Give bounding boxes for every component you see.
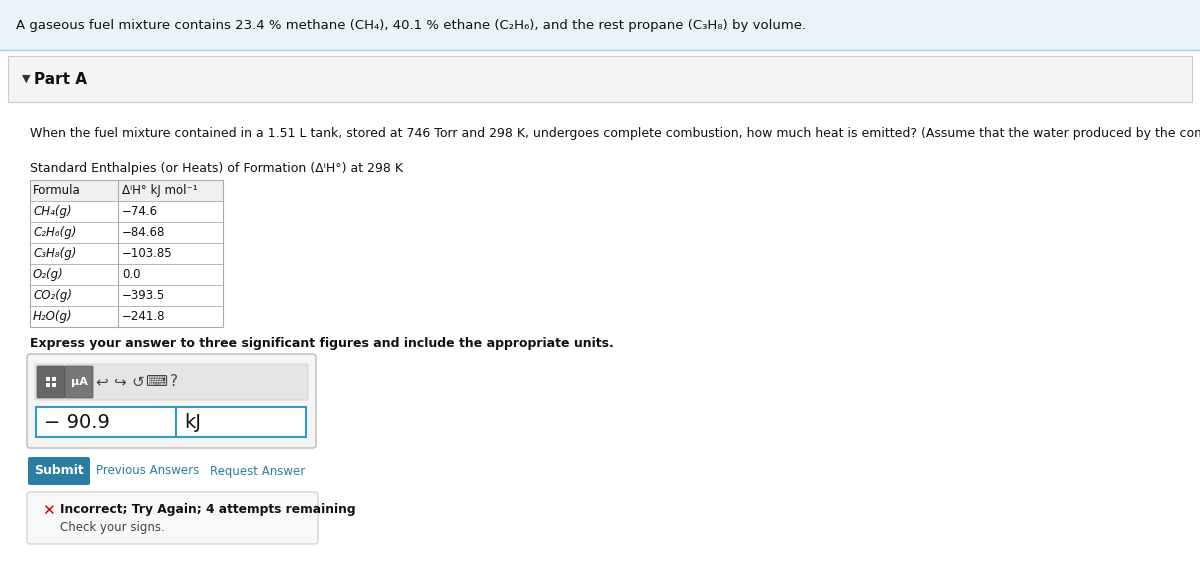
FancyBboxPatch shape <box>28 457 90 485</box>
Text: A gaseous fuel mixture contains 23.4 % methane (CH₄), 40.1 % ethane (C₂H₆), and : A gaseous fuel mixture contains 23.4 % m… <box>16 18 806 31</box>
Bar <box>46 377 50 381</box>
Text: ⌨: ⌨ <box>145 375 167 390</box>
Text: CO₂(g): CO₂(g) <box>34 289 72 302</box>
Text: Check your signs.: Check your signs. <box>60 521 164 533</box>
Text: Incorrect; Try Again; 4 attempts remaining: Incorrect; Try Again; 4 attempts remaini… <box>60 502 355 516</box>
Text: When the fuel mixture contained in a 1.51 L tank, stored at 746 Torr and 298 K, : When the fuel mixture contained in a 1.5… <box>30 127 1200 140</box>
Text: C₃H₈(g): C₃H₈(g) <box>34 247 77 260</box>
Bar <box>30 243 223 264</box>
Text: CH₄(g): CH₄(g) <box>34 205 72 218</box>
Bar <box>0 0 1200 50</box>
Text: Express your answer to three significant figures and include the appropriate uni: Express your answer to three significant… <box>30 336 613 350</box>
Text: H₂O(g): H₂O(g) <box>34 310 73 323</box>
FancyBboxPatch shape <box>28 492 318 544</box>
Text: −393.5: −393.5 <box>122 289 166 302</box>
Bar <box>176 407 306 437</box>
Text: kJ: kJ <box>184 413 202 432</box>
Text: Submit: Submit <box>34 465 84 477</box>
Text: −241.8: −241.8 <box>122 310 166 323</box>
Text: −84.68: −84.68 <box>122 226 166 239</box>
FancyBboxPatch shape <box>35 364 308 400</box>
Bar <box>30 201 223 222</box>
Text: ΔⁱH° kJ mol⁻¹: ΔⁱH° kJ mol⁻¹ <box>122 184 198 197</box>
Text: ↺: ↺ <box>132 375 144 390</box>
Text: ↪: ↪ <box>114 375 126 390</box>
Text: 0.0: 0.0 <box>122 268 140 281</box>
Bar <box>30 264 223 285</box>
Bar <box>8 56 1192 102</box>
Text: ↩: ↩ <box>96 375 108 390</box>
Bar <box>52 383 56 387</box>
Bar <box>30 222 223 243</box>
FancyBboxPatch shape <box>28 354 316 448</box>
Bar <box>30 306 223 327</box>
FancyBboxPatch shape <box>65 366 94 398</box>
Text: O₂(g): O₂(g) <box>34 268 64 281</box>
Text: −74.6: −74.6 <box>122 205 158 218</box>
Text: Formula: Formula <box>34 184 80 197</box>
Text: ✕: ✕ <box>42 503 54 518</box>
Text: ▼: ▼ <box>22 74 30 84</box>
Text: μA: μA <box>71 377 88 387</box>
Text: −103.85: −103.85 <box>122 247 173 260</box>
FancyBboxPatch shape <box>37 366 65 398</box>
Text: − 90.9: − 90.9 <box>44 413 110 432</box>
Text: Part A: Part A <box>34 72 88 87</box>
Bar <box>36 407 176 437</box>
Text: Previous Answers: Previous Answers <box>96 465 199 477</box>
Bar <box>30 180 223 327</box>
Bar <box>30 285 223 306</box>
Bar <box>46 383 50 387</box>
Text: ?: ? <box>170 375 178 390</box>
Bar <box>52 377 56 381</box>
Bar <box>30 180 223 201</box>
Text: Standard Enthalpies (or Heats) of Formation (ΔⁱH°) at 298 K: Standard Enthalpies (or Heats) of Format… <box>30 162 403 175</box>
Text: C₂H₆(g): C₂H₆(g) <box>34 226 77 239</box>
Text: Request Answer: Request Answer <box>210 465 305 477</box>
